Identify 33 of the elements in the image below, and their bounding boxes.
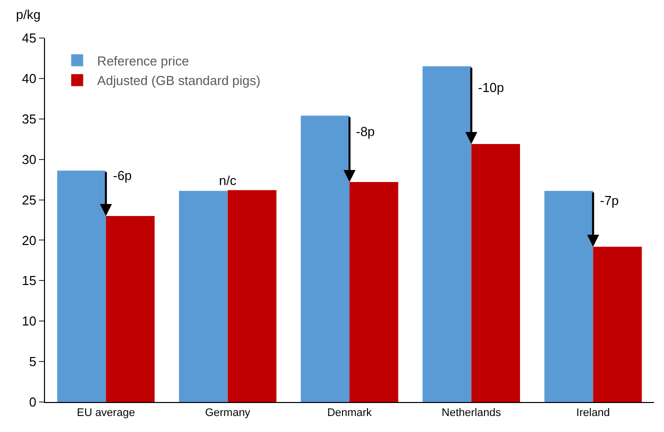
legend-label: Reference price: [97, 53, 189, 68]
y-tick-label: 30: [22, 152, 36, 167]
bar: [593, 246, 642, 402]
y-tick-label: 45: [22, 30, 36, 46]
bar: [106, 216, 155, 402]
y-tick-label: 5: [29, 354, 36, 370]
y-tick-label: 10: [22, 314, 36, 329]
y-tick-label: 20: [22, 232, 36, 248]
y-tick-label: 35: [22, 111, 36, 126]
x-tick-label: Denmark: [327, 407, 372, 420]
y-tick-label: 0: [29, 394, 36, 410]
legend-label: Adjusted (GB standard pigs): [97, 73, 260, 88]
y-tick-label: 25: [22, 192, 36, 208]
x-tick-label: Ireland: [576, 407, 610, 420]
annotation: -6p: [113, 168, 132, 183]
y-tick-label: 40: [22, 70, 36, 86]
bar: [178, 190, 228, 402]
annotation: n/c: [219, 173, 237, 188]
x-tick-label: Netherlands: [442, 407, 502, 420]
bar: [350, 182, 398, 402]
y-axis-title: p/kg: [16, 7, 41, 22]
bar: [300, 116, 350, 402]
bar: [57, 170, 106, 402]
y-tick-label: 15: [22, 273, 36, 288]
annotation: -10p: [478, 80, 504, 95]
bar: [544, 190, 594, 402]
x-tick-label: Germany: [205, 407, 251, 420]
bar: [422, 66, 472, 402]
x-tick-label: EU average: [76, 407, 135, 420]
annotation: -8p: [356, 124, 375, 139]
annotation: -7p: [600, 193, 619, 208]
bar: [228, 190, 276, 402]
bar: [471, 144, 520, 402]
